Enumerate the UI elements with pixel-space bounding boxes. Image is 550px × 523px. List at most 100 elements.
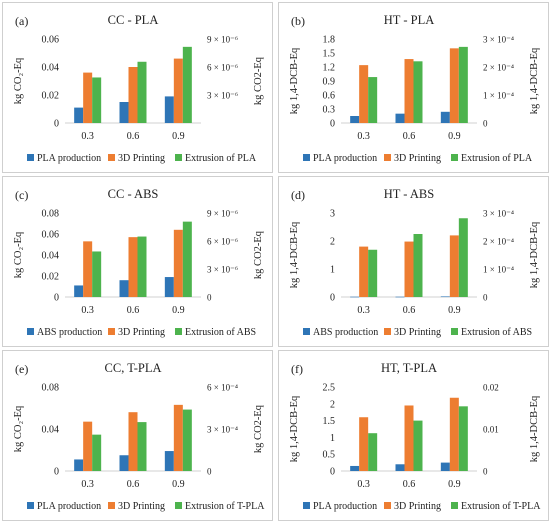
y2-tick-label: 6 × 10⁻⁴ [207, 383, 238, 393]
legend-label: Extrusion of ABS [185, 327, 256, 338]
x-tick-label: 0.9 [448, 131, 461, 142]
chart-panel-a: (a) CC - PLA 0 0.02 0.04 0.06 3 × 10⁻⁶ 6 × 10⁻⁶… [2, 2, 273, 173]
chart-title: CC - PLA [108, 13, 159, 27]
legend-swatch [27, 328, 34, 335]
bar-3d-printing [173, 58, 183, 123]
bar-abs-production [164, 277, 174, 297]
bar-pla-production [440, 462, 450, 471]
y-tick-label: 0.04 [42, 251, 60, 262]
x-tick-label: 0.6 [403, 131, 416, 142]
y2-tick-label: 9 × 10⁻⁶ [207, 209, 238, 219]
y-tick-label: 0 [54, 119, 59, 130]
x-tick-label: 0.9 [448, 305, 461, 316]
x-tick-label: 0.9 [448, 479, 461, 490]
bar-3d-printing [359, 65, 369, 123]
bar-abs-production [119, 280, 129, 297]
bar-abs-production [440, 296, 450, 298]
y2-tick-label: 3 × 10⁻⁴ [483, 209, 514, 219]
y2-axis-title: kg 1,4-DCB-Eq [529, 221, 540, 288]
y-tick-label: 0.08 [42, 209, 60, 220]
legend-label: 3D Printing [118, 153, 165, 164]
x-tick-label: 0.3 [357, 305, 370, 316]
y-tick-label: 0 [330, 467, 335, 478]
y-tick-label: 0 [330, 119, 335, 130]
bar-3d-printing [83, 72, 93, 123]
legend-swatch [451, 154, 458, 161]
bar-3d-printing [404, 241, 414, 297]
y-tick-label: 2 [330, 399, 335, 410]
bar-3d-printing [128, 237, 138, 297]
chart-title: CC, T-PLA [105, 361, 162, 375]
legend-swatch [175, 502, 182, 509]
bar-3d-printing [449, 235, 459, 297]
bar-abs-production [395, 296, 405, 298]
legend-swatch [175, 154, 182, 161]
x-tick-label: 0.6 [127, 305, 140, 316]
legend-label: 3D Printing [394, 327, 441, 338]
chart-svg: (e) CC, T-PLA 0 0.04 0.08 0 3 × 10⁻⁴ 6 × 10⁻⁴ kg… [13, 361, 265, 512]
y-tick-label: 0.02 [42, 91, 60, 102]
bar-3d-printing [449, 48, 459, 124]
x-tick-label: 0.6 [403, 479, 416, 490]
legend-label: PLA production [37, 153, 101, 164]
legend-swatch [384, 328, 391, 335]
y-tick-label: 0.02 [42, 272, 60, 283]
panel-label: (a) [15, 14, 28, 28]
legend-swatch [451, 502, 458, 509]
legend-swatch [303, 328, 310, 335]
x-tick-label: 0.9 [172, 479, 185, 490]
legend-swatch [303, 502, 310, 509]
bar-pla-production [74, 459, 84, 471]
y-tick-label: 0.6 [323, 91, 336, 102]
bar-3d-printing [404, 405, 414, 471]
y-tick-label: 0.06 [42, 35, 60, 46]
bar-3d-printing [359, 246, 369, 297]
y-tick-label: 1 [330, 265, 335, 276]
legend-swatch [384, 502, 391, 509]
y2-axis-title: kg CO2-Eq [253, 230, 264, 279]
chart-title: HT, T-PLA [381, 361, 437, 375]
bar-pla-production [440, 111, 450, 123]
bar-3d-printing [83, 241, 93, 297]
bar-3d-printing [83, 421, 93, 471]
bar-abs-production [74, 285, 84, 297]
legend-label: 3D Printing [394, 501, 441, 512]
y-tick-label: 1.5 [323, 49, 336, 60]
bar-3d-printing [359, 417, 369, 471]
y2-tick-label: 2 × 10⁻⁴ [483, 63, 514, 73]
chart-title: HT - PLA [384, 13, 434, 27]
legend-label: ABS production [313, 327, 378, 338]
x-tick-label: 0.3 [81, 131, 94, 142]
y2-tick-label: 0 [207, 467, 212, 477]
legend-label: PLA production [313, 501, 377, 512]
bar-extrusion-of-t-pla [137, 422, 147, 471]
bar-extrusion-of-pla [368, 77, 378, 123]
y2-axis-title: kg CO2-Eq [253, 404, 264, 453]
bar-pla-production [164, 451, 174, 471]
y-axis-title: kg CO₂-Eq [13, 57, 24, 104]
x-tick-label: 0.9 [172, 131, 185, 142]
chart-title: HT - ABS [384, 187, 435, 201]
y2-tick-label: 1 × 10⁻⁴ [483, 91, 514, 101]
legend-label: Extrusion of T-PLA [185, 501, 265, 512]
y2-axis-title: kg CO2-Eq [253, 56, 264, 105]
legend-swatch [384, 154, 391, 161]
y2-axis-title: kg 1,4-DCB-Eq [529, 395, 540, 462]
x-tick-label: 0.3 [81, 305, 94, 316]
chart-panel-f: (f) HT, T-PLA 0 0.5 1 1.5 2 2.5 0 0.01 0.02 kg 1,4-… [278, 350, 549, 521]
bar-pla-production [74, 107, 84, 123]
chart-panel-c: (c) CC - ABS 0 0.02 0.04 0.06 0.08 0 3 × 10⁻⁶ 6 ×… [2, 176, 273, 347]
bar-3d-printing [449, 397, 459, 471]
bar-extrusion-of-pla [182, 46, 192, 124]
x-tick-label: 0.9 [172, 305, 185, 316]
y-tick-label: 2.5 [323, 383, 336, 394]
y-axis-title: kg 1,4-DCB-Eq [289, 47, 300, 114]
bar-extrusion-of-pla [137, 61, 147, 123]
y2-tick-label: 0.02 [483, 383, 499, 393]
bar-extrusion-of-abs [182, 221, 192, 297]
y-tick-label: 1.5 [323, 416, 336, 427]
y2-tick-label: 0 [207, 293, 212, 303]
x-tick-label: 0.6 [403, 305, 416, 316]
bar-3d-printing [173, 404, 183, 471]
legend-label: ABS production [37, 327, 102, 338]
